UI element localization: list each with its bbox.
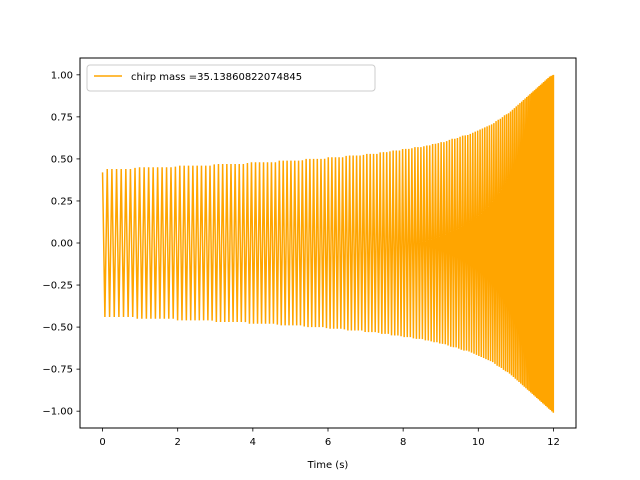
y-tick-label: −0.75 [42, 365, 73, 376]
x-tick-label: 0 [99, 437, 105, 448]
series-layer [101, 74, 555, 413]
y-tick-label: −0.25 [42, 281, 73, 292]
x-tick-label: 6 [325, 437, 331, 448]
y-tick-label: 0.50 [51, 154, 73, 165]
y-tick-label: 0.25 [51, 196, 73, 207]
x-axis-ticks: 0 2 4 6 8 10 12 [99, 428, 560, 448]
legend-box [86, 64, 376, 92]
y-axis-ticks: 1.00 0.75 0.50 0.25 0.00 −0.25 −0.50 −0.75 −1.00 [42, 70, 80, 418]
y-tick-label: 0.00 [51, 239, 73, 250]
y-tick-label: 1.00 [51, 70, 73, 81]
legend-label: chirp mass =35.13860822074845 [131, 72, 302, 83]
x-tick-label: 2 [175, 437, 181, 448]
x-tick-label: 8 [400, 437, 406, 448]
legend: chirp mass =35.13860822074845 [86, 64, 376, 92]
y-tick-label: −0.50 [42, 323, 73, 334]
y-tick-label: 0.75 [51, 112, 73, 123]
series-line-0 [101, 74, 555, 413]
x-tick-label: 10 [472, 437, 485, 448]
x-axis-label: Time (s) [307, 460, 349, 471]
x-tick-label: 4 [250, 437, 256, 448]
y-tick-label: −1.00 [42, 407, 73, 418]
x-tick-label: 12 [547, 437, 560, 448]
